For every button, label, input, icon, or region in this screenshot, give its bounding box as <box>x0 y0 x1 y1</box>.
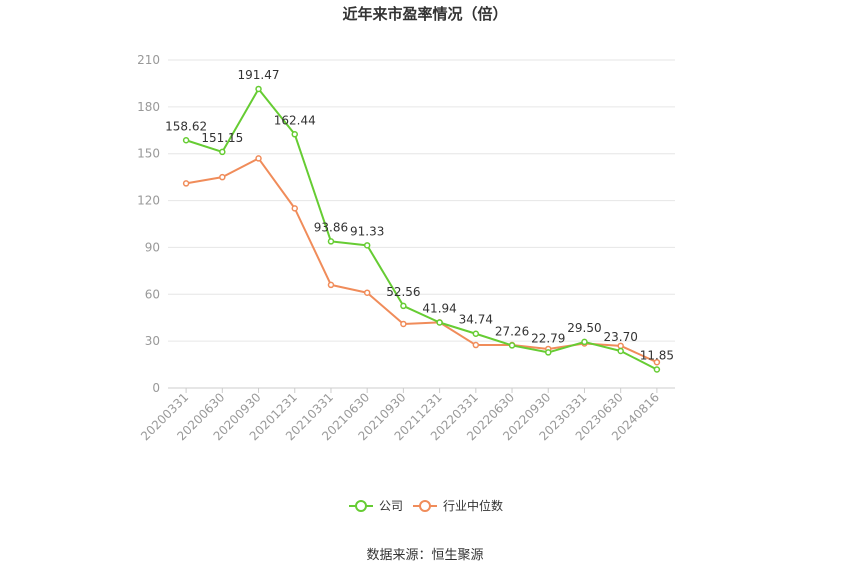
data-label: 23.70 <box>603 330 637 344</box>
y-tick-label: 150 <box>137 147 160 161</box>
data-point[interactable] <box>653 358 661 366</box>
y-tick-label: 210 <box>137 53 160 67</box>
data-point[interactable] <box>291 205 298 212</box>
data-point[interactable] <box>255 155 262 162</box>
data-point[interactable] <box>581 338 588 346</box>
legend-circle-icon <box>419 500 431 512</box>
chart-title: 近年来市盈率情况（倍） <box>342 5 507 23</box>
grid-lines <box>168 59 675 342</box>
data-point[interactable] <box>472 341 480 349</box>
data-point[interactable] <box>291 131 298 138</box>
series-group <box>182 85 661 373</box>
source-note: 数据来源：恒生聚源 <box>366 548 483 563</box>
data-point[interactable] <box>617 347 624 355</box>
y-tick-label: 30 <box>145 334 160 348</box>
data-label: 41.94 <box>422 301 456 315</box>
data-label: 52.56 <box>386 285 420 299</box>
y-tick-label: 90 <box>145 240 160 254</box>
data-point[interactable] <box>400 320 407 328</box>
data-label: 11.85 <box>640 348 674 362</box>
data-point[interactable] <box>327 281 335 289</box>
data-point[interactable] <box>545 349 552 356</box>
data-point[interactable] <box>327 238 335 245</box>
data-label: 91.33 <box>350 224 384 238</box>
data-point[interactable] <box>472 330 480 337</box>
data-point[interactable] <box>255 85 262 93</box>
y-tick-label: 180 <box>137 100 160 114</box>
data-point[interactable] <box>400 302 407 310</box>
y-tick-label: 0 <box>152 381 160 395</box>
data-label: 151.15 <box>201 131 243 145</box>
series-line-0 <box>185 87 658 371</box>
data-point[interactable] <box>363 242 371 249</box>
data-label: 191.47 <box>238 68 280 82</box>
data-label: 162.44 <box>274 113 316 127</box>
data-label: 29.50 <box>567 321 601 335</box>
legend-label-industry-median: 行业中位数 <box>443 498 503 513</box>
data-point[interactable] <box>436 319 443 326</box>
legend-circle-icon <box>355 500 367 512</box>
data-label: 158.62 <box>165 119 207 133</box>
x-axis: 2020033120200630202009302020123120210331… <box>138 387 675 443</box>
data-point[interactable] <box>617 342 624 350</box>
data-label: 22.79 <box>531 331 565 345</box>
data-label: 93.86 <box>314 220 348 234</box>
legend-item-industry-median[interactable]: 行业中位数 <box>413 498 503 513</box>
legend[interactable]: 公司 行业中位数 <box>349 498 503 513</box>
y-axis: 0 30 60 90 120 150 180 210 <box>137 53 160 395</box>
y-tick-label: 120 <box>137 194 160 208</box>
data-label: 34.74 <box>459 313 493 327</box>
data-point[interactable] <box>182 137 190 144</box>
y-tick-label: 60 <box>145 287 160 301</box>
data-point[interactable] <box>219 148 226 156</box>
data-point[interactable] <box>653 366 661 373</box>
data-label: 27.26 <box>495 324 529 338</box>
data-point[interactable] <box>219 173 226 181</box>
legend-label-company: 公司 <box>379 499 403 513</box>
data-point[interactable] <box>182 180 190 187</box>
data-point[interactable] <box>363 289 371 296</box>
legend-item-company[interactable]: 公司 <box>349 499 403 513</box>
data-point[interactable] <box>508 342 516 349</box>
